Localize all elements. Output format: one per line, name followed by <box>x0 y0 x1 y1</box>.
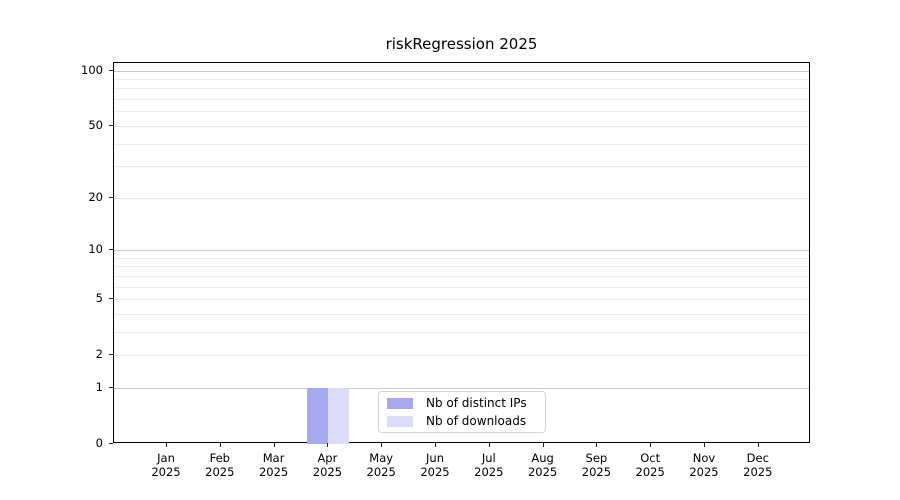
x-tick-label: May 2025 <box>351 451 411 479</box>
x-tick-year: 2025 <box>743 465 773 479</box>
x-tick-mark <box>596 443 598 447</box>
x-tick-year: 2025 <box>420 465 450 479</box>
gridline-minor <box>114 257 809 259</box>
legend-item-distinct-ips: Nb of distinct IPs <box>387 396 537 410</box>
x-tick-mark <box>650 443 652 447</box>
x-tick-label: Mar 2025 <box>244 451 304 479</box>
gridline-minor <box>114 111 809 113</box>
gridline-major <box>114 250 809 251</box>
x-tick-year: 2025 <box>689 465 719 479</box>
y-tick-label: 20 <box>88 189 103 204</box>
x-tick-label: Jun 2025 <box>405 451 465 479</box>
legend-item-downloads: Nb of downloads <box>387 414 537 428</box>
gridline-minor <box>114 99 809 101</box>
x-tick-label: Dec 2025 <box>728 451 788 479</box>
x-tick-label: Oct 2025 <box>620 451 680 479</box>
x-tick-mark <box>219 443 221 447</box>
x-tick-year: 2025 <box>205 465 235 479</box>
x-tick-mark <box>166 443 167 447</box>
gridline-minor <box>114 88 809 90</box>
gridline-minor <box>114 286 809 288</box>
x-tick-mark <box>435 443 436 447</box>
gridline-minor <box>114 313 809 315</box>
legend-label-distinct-ips: Nb of distinct IPs <box>426 396 527 410</box>
y-tick-mark <box>109 124 113 126</box>
x-tick-label: Aug 2025 <box>513 451 573 479</box>
x-tick-label: Nov 2025 <box>674 451 734 479</box>
x-tick-label: Feb 2025 <box>190 451 250 479</box>
x-tick-year: 2025 <box>366 465 396 479</box>
y-tick-label: 50 <box>88 117 103 132</box>
legend-label-downloads: Nb of downloads <box>426 414 527 428</box>
gridline-minor <box>114 331 809 333</box>
gridline-major <box>114 70 809 72</box>
x-tick-year: 2025 <box>635 465 665 479</box>
x-tick-year: 2025 <box>258 465 289 479</box>
plot-area: Nb of distinct IPs Nb of downloads <box>113 62 810 444</box>
x-tick-label: Apr 2025 <box>297 451 357 479</box>
legend: Nb of distinct IPs Nb of downloads <box>378 391 546 433</box>
x-tick-year: 2025 <box>151 465 181 479</box>
y-tick-label: 2 <box>95 347 103 362</box>
chart-title: riskRegression 2025 <box>385 35 538 53</box>
x-tick-label: Jan 2025 <box>136 451 196 479</box>
gridline-minor <box>114 299 809 301</box>
x-tick-mark <box>488 443 490 447</box>
x-tick-year: 2025 <box>581 465 612 479</box>
y-tick-mark <box>109 69 113 71</box>
y-tick-mark <box>109 354 113 356</box>
x-tick-label: Jul 2025 <box>459 451 519 479</box>
gridline-major <box>114 387 809 389</box>
y-tick-label: 0 <box>95 436 103 450</box>
y-tick-mark <box>109 196 113 198</box>
x-tick-year: 2025 <box>527 465 558 479</box>
gridline-minor <box>114 79 809 81</box>
x-tick-mark <box>542 443 544 447</box>
x-tick-mark <box>757 443 759 447</box>
gridline-minor <box>114 197 809 199</box>
gridline-minor <box>114 125 809 127</box>
gridline-minor <box>114 266 809 268</box>
y-tick-label: 5 <box>95 291 103 306</box>
gridline-minor <box>114 275 809 277</box>
x-tick-mark <box>381 443 383 447</box>
legend-swatch-downloads <box>387 415 413 427</box>
y-tick-mark <box>109 298 113 300</box>
x-tick-year: 2025 <box>474 465 504 479</box>
bar-nb-of-downloads-apr <box>328 387 350 444</box>
x-tick-mark <box>704 443 705 447</box>
legend-swatch-distinct-ips <box>387 397 413 409</box>
gridline-minor <box>114 143 809 145</box>
y-tick-mark <box>109 386 113 388</box>
y-tick-label: 10 <box>88 242 103 256</box>
gridline-minor <box>114 166 809 168</box>
x-tick-mark <box>273 443 275 447</box>
gridline-minor <box>114 355 809 357</box>
y-tick-mark <box>109 443 113 444</box>
y-tick-mark <box>109 249 113 250</box>
y-tick-label: 1 <box>95 379 103 394</box>
x-tick-label: Sep 2025 <box>566 451 626 479</box>
bar-nb-of-distinct-ips-apr <box>307 387 329 444</box>
y-tick-label: 100 <box>81 62 103 77</box>
x-tick-year: 2025 <box>312 465 343 479</box>
x-tick-mark <box>327 443 329 447</box>
